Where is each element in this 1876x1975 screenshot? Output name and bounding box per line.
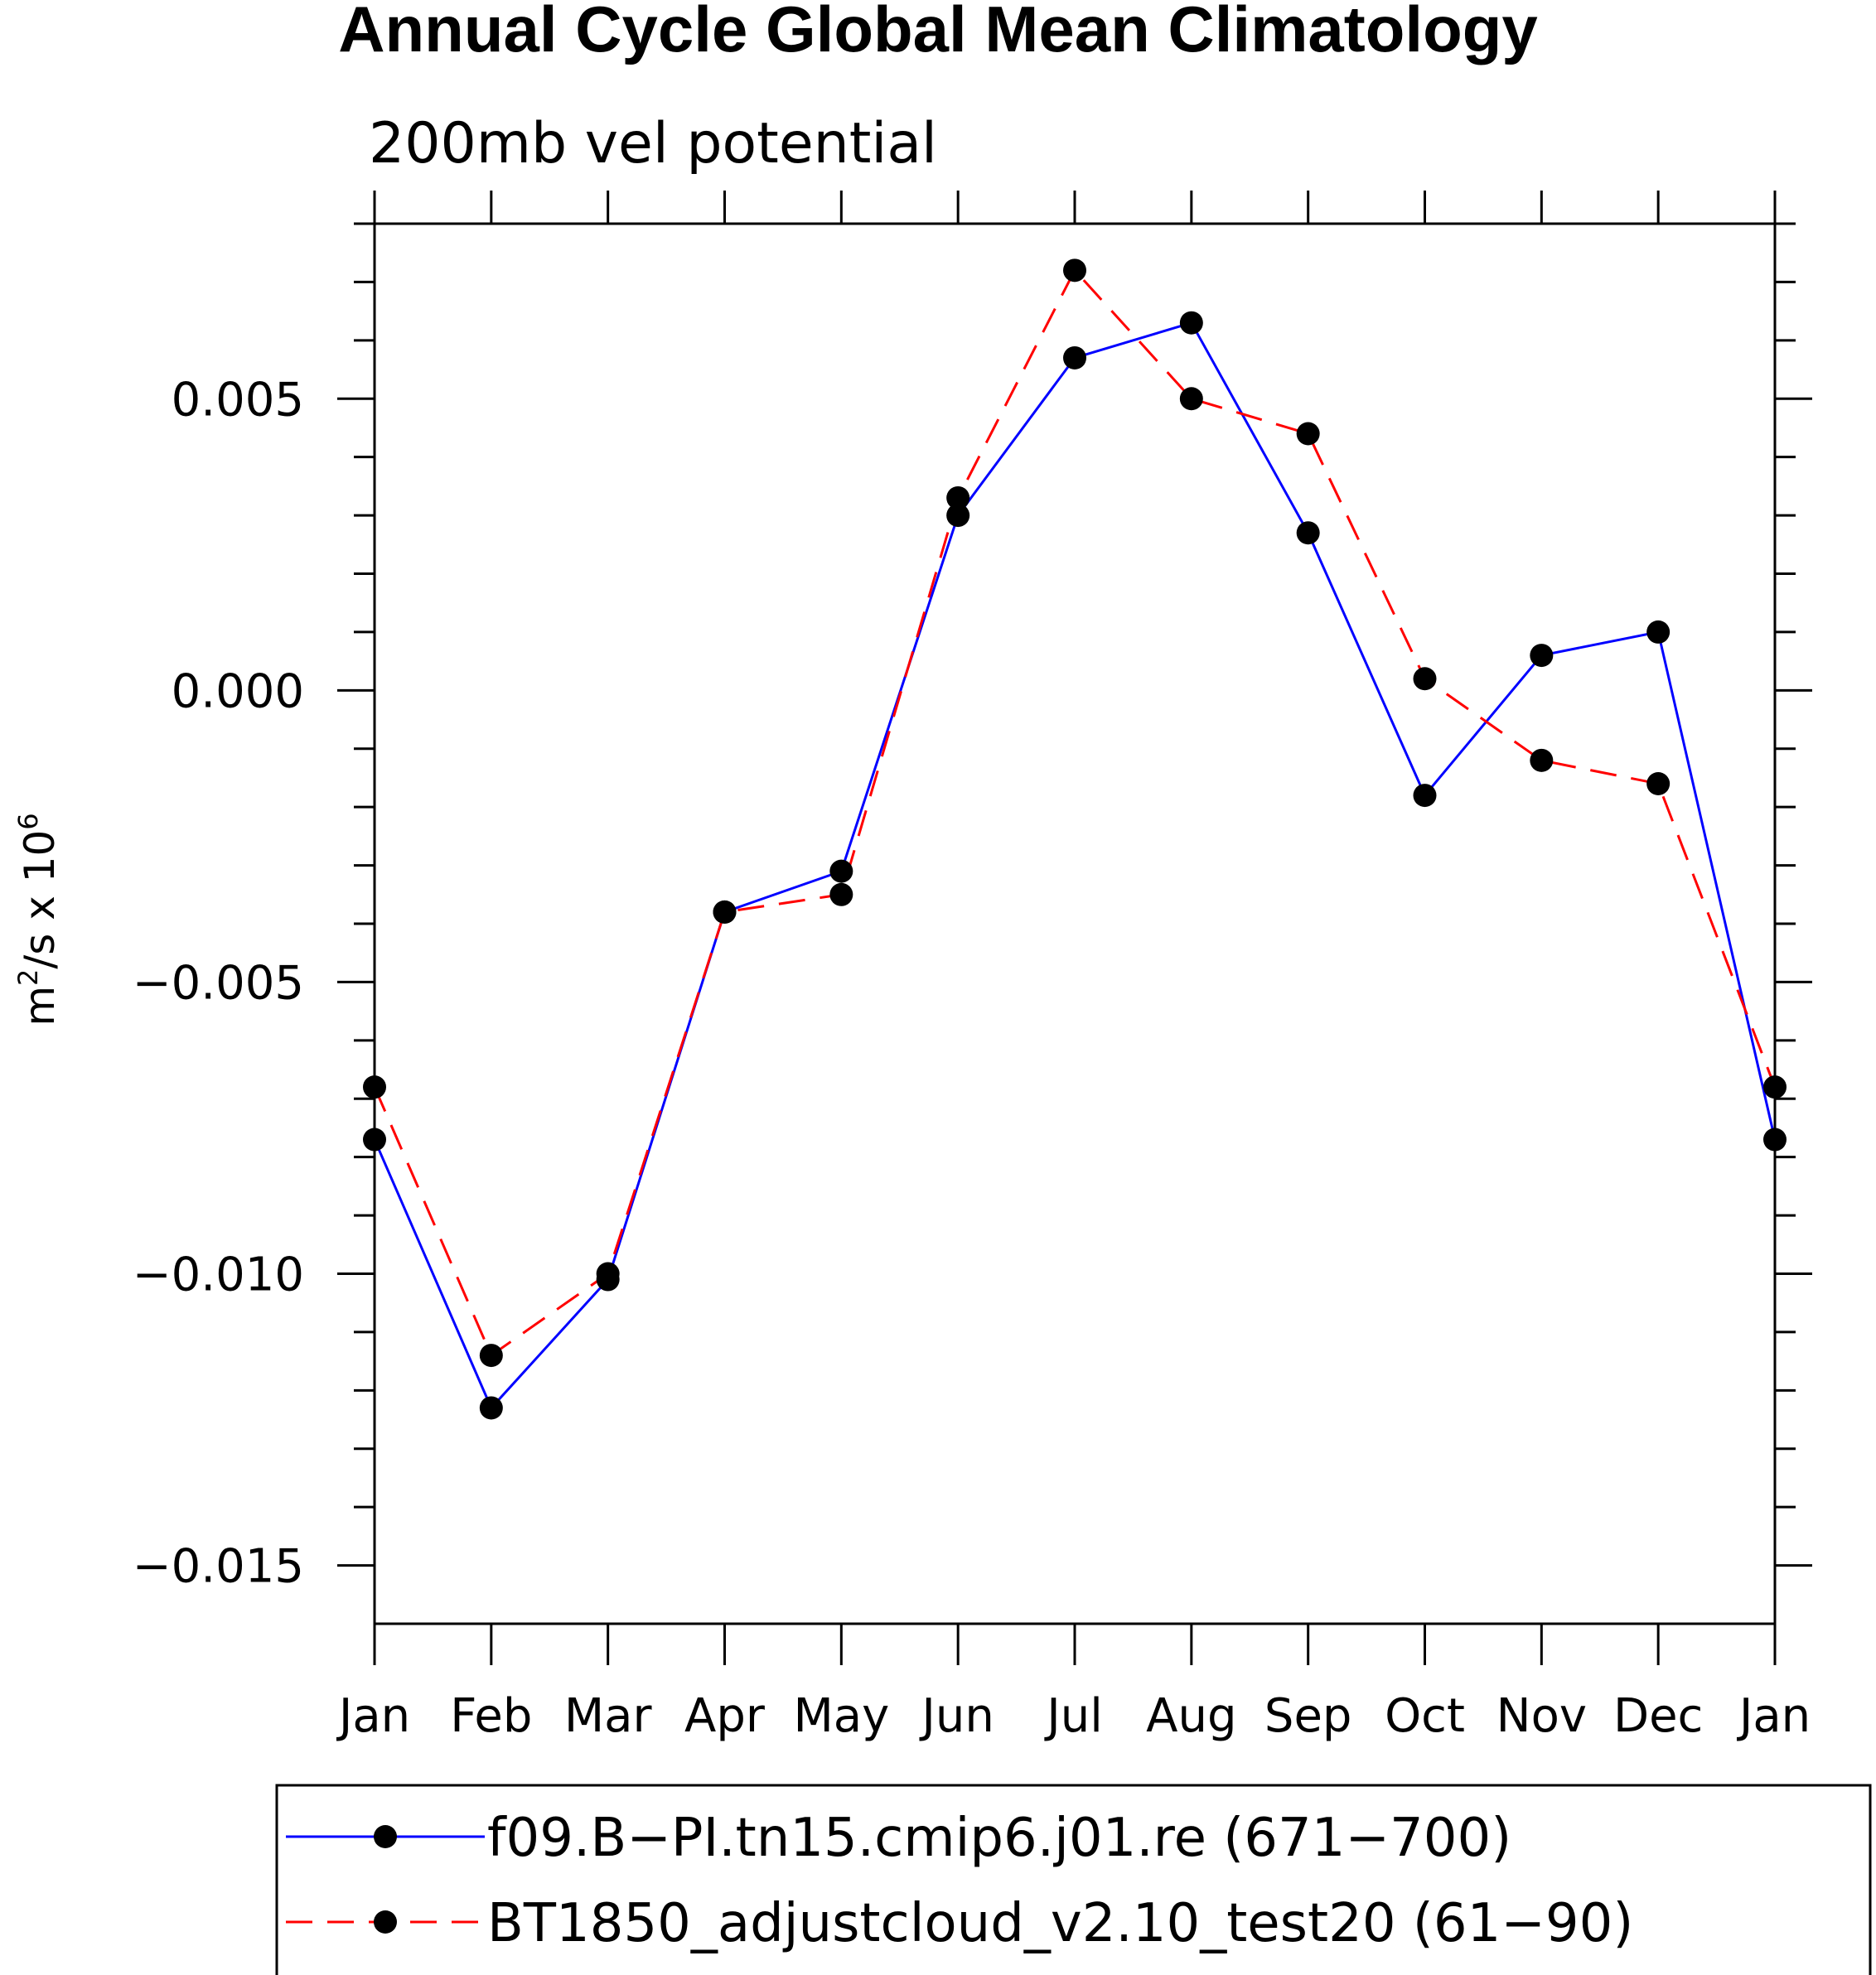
data-point-series-2 xyxy=(1530,748,1554,772)
data-point-series-1 xyxy=(1646,620,1671,644)
legend: f09.B−PI.tn15.cmip6.j01.re (671−700) BT1… xyxy=(275,1784,1872,1975)
x-tick-label: Mar xyxy=(564,1689,653,1743)
x-tick-label: Dec xyxy=(1613,1689,1703,1743)
data-point-series-1 xyxy=(1530,644,1554,668)
y-axis-label: m2/s x 106 xyxy=(12,813,64,1026)
x-tick-label: May xyxy=(793,1689,889,1743)
data-point-series-1 xyxy=(946,504,970,528)
data-point-series-1 xyxy=(479,1396,503,1420)
x-tick-label: Apr xyxy=(684,1689,766,1743)
axes-layer: Jan Feb Mar Apr May Jun Jul Aug Sep Oct Nov Dec Jan 0… xyxy=(133,191,1812,1743)
y-tick-label: −0.015 xyxy=(133,1540,304,1594)
x-tick-label: Feb xyxy=(450,1689,532,1743)
chart-title: Annual Cycle Global Mean Climatology xyxy=(338,0,1538,65)
legend-entry-2: BT1850_adjustcloud_v2.10_test20 (61−90) xyxy=(286,1893,1633,1954)
data-point-series-1 xyxy=(829,859,853,883)
data-point-series-2 xyxy=(1296,422,1320,446)
legend-label-1: f09.B−PI.tn15.cmip6.j01.re (671−700) xyxy=(487,1808,1511,1869)
data-point-series-2 xyxy=(1413,667,1437,691)
ylabel-sup2: 6 xyxy=(12,813,44,829)
data-point-series-1 xyxy=(363,1128,386,1152)
ylabel-base: m xyxy=(16,986,64,1026)
data-point-series-2 xyxy=(1179,387,1203,411)
y-tick-label: 0.000 xyxy=(172,664,304,718)
data-point-series-2 xyxy=(1646,772,1671,795)
x-tick-label: Jun xyxy=(919,1689,994,1743)
data-point-series-2 xyxy=(363,1075,386,1099)
series-line-2 xyxy=(373,268,1777,1357)
legend-box xyxy=(275,1784,1872,1975)
y-tick-label: −0.005 xyxy=(133,956,304,1010)
y-tick-label: −0.010 xyxy=(133,1248,304,1302)
series-layer xyxy=(363,258,1787,1420)
chart-subtitle: 200mb vel potential xyxy=(369,111,937,176)
x-tick-label: Jan xyxy=(336,1689,410,1743)
data-point-series-1 xyxy=(1063,345,1086,369)
legend-entry-1: f09.B−PI.tn15.cmip6.j01.re (671−700) xyxy=(286,1808,1511,1869)
data-point-series-2 xyxy=(1763,1075,1787,1099)
x-tick-label: Sep xyxy=(1264,1689,1352,1743)
data-point-series-1 xyxy=(1179,311,1203,335)
x-tick-label: Oct xyxy=(1385,1689,1465,1743)
legend-marker-1 xyxy=(374,1825,397,1848)
x-tick-label: Aug xyxy=(1146,1689,1236,1743)
ylabel-mid: /s x 10 xyxy=(16,830,64,969)
x-tick-label: Jul xyxy=(1044,1689,1103,1743)
x-tick-label: Jan xyxy=(1737,1689,1811,1743)
x-tick-label: Nov xyxy=(1496,1689,1587,1743)
data-point-series-1 xyxy=(1763,1128,1787,1152)
plot-frame xyxy=(373,222,1777,1625)
series-line-1 xyxy=(373,321,1777,1409)
data-point-series-1 xyxy=(1296,521,1320,545)
svg-text:m2/s x 106: m2/s x 106 xyxy=(12,813,64,1026)
legend-label-2: BT1850_adjustcloud_v2.10_test20 (61−90) xyxy=(487,1893,1633,1954)
data-point-series-2 xyxy=(1063,258,1086,282)
y-tick-label: 0.005 xyxy=(172,373,304,427)
data-point-series-2 xyxy=(713,900,737,924)
data-point-series-1 xyxy=(1413,784,1437,808)
data-point-series-2 xyxy=(479,1344,503,1368)
data-point-series-2 xyxy=(596,1262,620,1286)
legend-marker-2 xyxy=(374,1910,397,1934)
ylabel-sup1: 2 xyxy=(12,969,44,986)
data-point-series-2 xyxy=(946,485,970,509)
data-point-series-2 xyxy=(829,882,853,906)
